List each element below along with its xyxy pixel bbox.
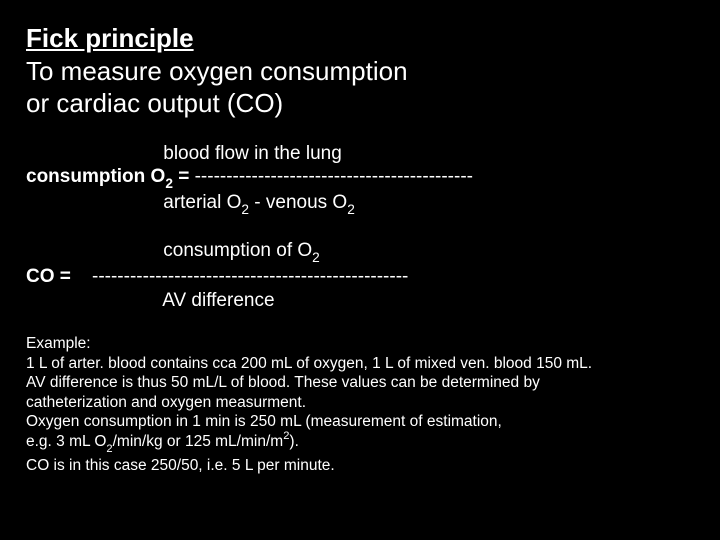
formula2-numerator: consumption of O2 bbox=[26, 239, 694, 265]
formula2-equation: CO = -----------------------------------… bbox=[26, 265, 694, 289]
slide-content: Fick principle To measure oxygen consump… bbox=[26, 22, 694, 475]
formula1-denom-a: arterial O bbox=[163, 192, 241, 213]
example-line-5: e.g. 3 mL O2/min/kg or 125 mL/min/m2). bbox=[26, 431, 694, 455]
example-l5-sub1: 2 bbox=[106, 443, 112, 455]
formula-block-1: blood flow in the lung consumption O2 = … bbox=[26, 142, 694, 218]
example-label: Example: bbox=[26, 334, 694, 353]
example-l5c: ). bbox=[289, 434, 298, 451]
formula2-numerator-a: consumption of O bbox=[163, 240, 312, 261]
formula1-lhs-sub: 2 bbox=[165, 176, 173, 191]
slide-subtitle-line2: or cardiac output (CO) bbox=[26, 87, 694, 120]
formula2-numerator-sub: 2 bbox=[312, 250, 320, 265]
formula1-denom-b: - venous O bbox=[249, 192, 347, 213]
formula1-numerator: blood flow in the lung bbox=[26, 142, 694, 166]
formula1-denom-sub2: 2 bbox=[347, 202, 355, 217]
formula1-equation: consumption O2 = -----------------------… bbox=[26, 165, 694, 191]
formula2-denom: AV difference bbox=[162, 290, 274, 311]
formula2-denominator: AV difference bbox=[26, 289, 694, 313]
example-line-3: catheterization and oxygen measurment. bbox=[26, 393, 694, 412]
slide-title: Fick principle bbox=[26, 22, 694, 55]
example-l5a: e.g. 3 mL O bbox=[26, 434, 106, 451]
formula1-denom-sub1: 2 bbox=[241, 202, 249, 217]
formula-block-2: consumption of O2 CO = -----------------… bbox=[26, 239, 694, 312]
example-l5-sup: 2 bbox=[283, 430, 289, 442]
example-block: Example: 1 L of arter. blood contains cc… bbox=[26, 334, 694, 474]
example-line-1: 1 L of arter. blood contains cca 200 mL … bbox=[26, 354, 694, 373]
example-l5b: /min/kg or 125 mL/min/m bbox=[113, 434, 284, 451]
formula2-lhs: CO = bbox=[26, 266, 76, 287]
formula1-numerator-text: blood flow in the lung bbox=[163, 143, 342, 164]
example-line-2: AV difference is thus 50 mL/L of blood. … bbox=[26, 373, 694, 392]
formula1-lhs-a: consumption O bbox=[26, 166, 165, 187]
example-line-4: Oxygen consumption in 1 min is 250 mL (m… bbox=[26, 412, 694, 431]
formula1-denominator: arterial O2 - venous O2 bbox=[26, 191, 694, 217]
example-line-6: CO is in this case 250/50, i.e. 5 L per … bbox=[26, 456, 694, 475]
formula1-dashes: ----------------------------------------… bbox=[195, 166, 473, 187]
formula1-lhs-b: = bbox=[173, 166, 195, 187]
formula2-dashes: ----------------------------------------… bbox=[92, 266, 408, 287]
slide-subtitle-line1: To measure oxygen consumption bbox=[26, 55, 694, 88]
